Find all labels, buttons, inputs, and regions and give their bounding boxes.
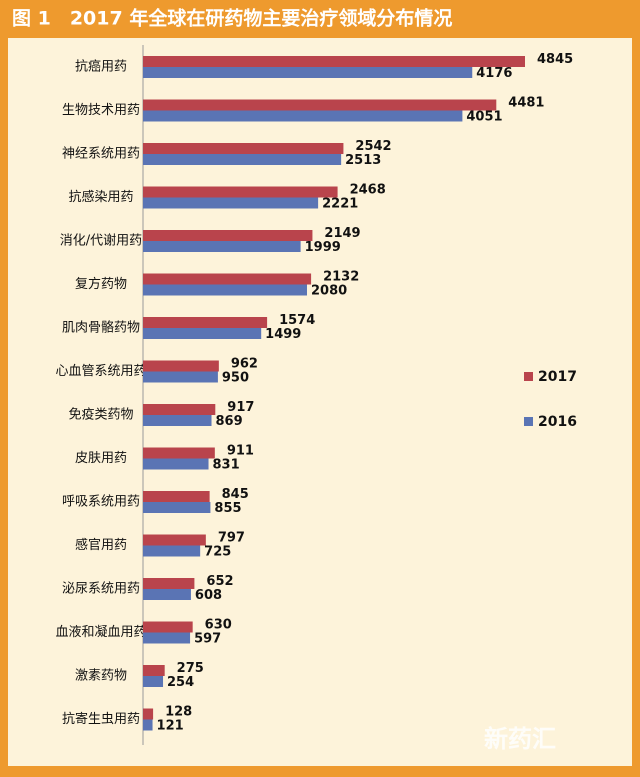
bar (143, 143, 344, 154)
category-label: 泌尿系统用药 (62, 582, 140, 597)
bar (143, 491, 210, 502)
value-label: 1999 (305, 240, 341, 255)
category-label: 神经系统用药 (62, 147, 140, 162)
value-label: 4845 (537, 52, 573, 67)
value-label: 1574 (279, 313, 315, 328)
value-label: 2080 (311, 284, 347, 299)
category-label: 皮肤用药 (75, 451, 127, 466)
bar (143, 56, 525, 67)
bar (143, 328, 262, 339)
chart-title: 图 1 2017 年全球在研药物主要治疗领域分布情况 (12, 7, 452, 30)
category-label: 肌肉骨骼药物 (62, 320, 140, 336)
value-label: 652 (206, 574, 233, 589)
value-label: 275 (177, 661, 204, 676)
category-label: 复方药物 (75, 276, 127, 292)
bar (143, 534, 206, 546)
value-label: 128 (165, 705, 192, 720)
category-label: 感官用药 (75, 537, 127, 553)
bar (143, 415, 212, 426)
bar (143, 665, 165, 676)
value-label: 254 (167, 675, 194, 690)
legend-label: 2017 (538, 369, 577, 385)
category-label: 血液和凝血用药 (55, 624, 146, 640)
bar (143, 230, 313, 241)
value-label: 4176 (476, 66, 512, 81)
legend-swatch (524, 372, 533, 381)
bar (143, 273, 312, 285)
value-label: 855 (214, 501, 241, 516)
bar (143, 502, 211, 513)
bar (143, 632, 191, 644)
value-label: 597 (194, 632, 221, 647)
bar (143, 99, 497, 111)
bar (143, 284, 307, 296)
category-label: 抗感染用药 (68, 189, 133, 205)
bar (143, 197, 319, 209)
value-label: 2513 (345, 153, 381, 168)
bar (143, 154, 342, 165)
bar (143, 371, 218, 383)
value-label: 4481 (508, 96, 544, 111)
value-label: 608 (195, 588, 222, 603)
value-label: 950 (222, 371, 249, 386)
category-label: 抗癌用药 (75, 59, 127, 75)
category-label: 生物技术用药 (62, 103, 140, 118)
value-label: 725 (204, 545, 231, 560)
value-label: 2468 (350, 183, 386, 198)
bar (143, 360, 219, 372)
legend-swatch (524, 417, 533, 426)
bar (143, 545, 201, 557)
value-label: 869 (216, 414, 243, 429)
category-label: 激素药物 (75, 669, 127, 684)
watermark: 新药汇 (484, 725, 556, 753)
bar (143, 458, 209, 470)
bar (143, 404, 216, 415)
bar (143, 719, 153, 731)
category-label: 心血管系统用药 (55, 364, 146, 379)
value-label: 630 (205, 618, 232, 633)
value-label: 962 (231, 357, 258, 372)
bar (143, 447, 215, 459)
category-label: 呼吸系统用药 (62, 495, 140, 510)
legend-label: 2016 (538, 414, 577, 430)
value-label: 911 (227, 444, 254, 459)
value-label: 845 (222, 487, 249, 502)
category-label: 免疫类药物 (68, 407, 133, 423)
value-label: 4051 (466, 110, 502, 125)
bar (143, 110, 463, 122)
bar (143, 621, 193, 633)
value-label: 831 (213, 458, 240, 473)
bar (143, 578, 195, 589)
bar (143, 676, 164, 687)
bar (143, 241, 301, 252)
bar (143, 67, 473, 78)
value-label: 917 (227, 400, 254, 415)
category-label: 消化/代谢用药 (60, 233, 142, 249)
value-label: 121 (157, 719, 184, 734)
value-label: 797 (218, 531, 245, 546)
value-label: 2542 (355, 139, 391, 154)
bar (143, 317, 268, 328)
value-label: 2132 (323, 270, 359, 285)
bar (143, 186, 338, 198)
bar (143, 708, 154, 720)
value-label: 1499 (265, 327, 301, 342)
value-label: 2221 (322, 197, 358, 212)
value-label: 2149 (324, 226, 360, 241)
category-label: 抗寄生虫用药 (62, 711, 140, 727)
bar (143, 589, 191, 600)
